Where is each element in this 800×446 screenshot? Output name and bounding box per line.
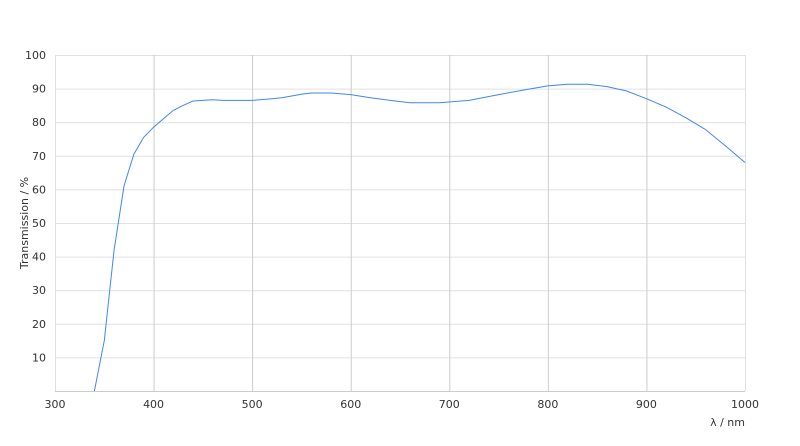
- x-tick-label: 600: [340, 398, 361, 411]
- grid: [55, 55, 746, 392]
- y-axis-label: Transmission / %: [18, 177, 31, 270]
- y-tick-label: 40: [32, 251, 46, 264]
- y-tick-label: 30: [32, 284, 46, 297]
- y-tick-label: 10: [32, 351, 46, 364]
- y-tick-label: 80: [32, 116, 46, 129]
- y-tick-label: 20: [32, 318, 46, 331]
- tick-labels: 10 20 30 40 50 60 70 80 90 100 300 400 500 600 700 800 9…: [25, 49, 759, 411]
- y-tick-label: 70: [32, 150, 46, 163]
- x-tick-label: 1000: [731, 398, 759, 411]
- y-tick-label: 90: [32, 83, 46, 96]
- x-tick-label: 800: [537, 398, 558, 411]
- x-tick-label: 400: [143, 398, 164, 411]
- series-line: [93, 83, 746, 392]
- x-tick-label: 500: [242, 398, 263, 411]
- x-tick-label: 900: [636, 398, 657, 411]
- x-tick-label: 700: [439, 398, 460, 411]
- y-tick-label: 60: [32, 183, 46, 196]
- y-tick-label: 100: [25, 49, 46, 62]
- x-tick-label: 300: [45, 398, 66, 411]
- x-axis-label: λ / nm: [710, 416, 745, 429]
- y-tick-label: 50: [32, 217, 46, 230]
